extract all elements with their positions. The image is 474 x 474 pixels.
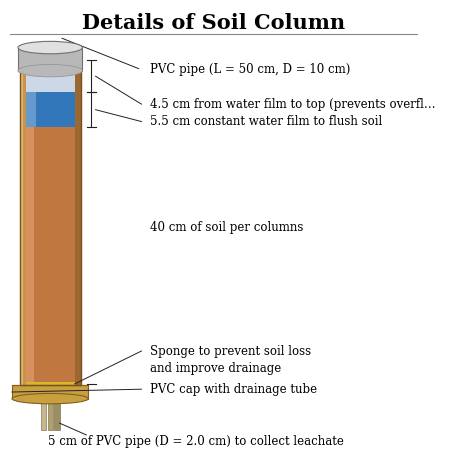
Bar: [41, 394, 46, 430]
Polygon shape: [12, 385, 19, 399]
Ellipse shape: [18, 41, 82, 54]
Bar: [26, 64, 75, 92]
Bar: [12, 385, 88, 399]
Bar: [19, 60, 23, 385]
Bar: [18, 47, 82, 71]
Bar: [19, 60, 26, 385]
Bar: [26, 127, 75, 382]
Text: 5.5 cm constant water film to flush soil: 5.5 cm constant water film to flush soil: [150, 115, 382, 128]
Ellipse shape: [18, 64, 82, 77]
Bar: [55, 394, 60, 430]
Bar: [76, 60, 81, 385]
Text: 40 cm of soil per columns: 40 cm of soil per columns: [150, 221, 303, 234]
Bar: [26, 382, 75, 385]
Bar: [26, 92, 75, 127]
Bar: [48, 394, 53, 430]
Text: 4.5 cm from water film to top (prevents overfl…: 4.5 cm from water film to top (prevents …: [150, 98, 436, 110]
Bar: [26, 92, 36, 127]
Text: PVC cap with drainage tube: PVC cap with drainage tube: [150, 383, 317, 396]
Bar: [75, 60, 81, 385]
Polygon shape: [81, 385, 88, 399]
Text: Details of Soil Column: Details of Soil Column: [82, 13, 345, 33]
Bar: [26, 127, 35, 382]
Bar: [19, 60, 81, 385]
Bar: [19, 60, 81, 385]
Text: Sponge to prevent soil loss
and improve drainage: Sponge to prevent soil loss and improve …: [150, 346, 311, 375]
Text: PVC pipe (L = 50 cm, D = 10 cm): PVC pipe (L = 50 cm, D = 10 cm): [150, 63, 350, 76]
Text: 5 cm of PVC pipe (D = 2.0 cm) to collect leachate: 5 cm of PVC pipe (D = 2.0 cm) to collect…: [48, 436, 344, 448]
Bar: [19, 60, 24, 385]
Ellipse shape: [12, 393, 88, 404]
